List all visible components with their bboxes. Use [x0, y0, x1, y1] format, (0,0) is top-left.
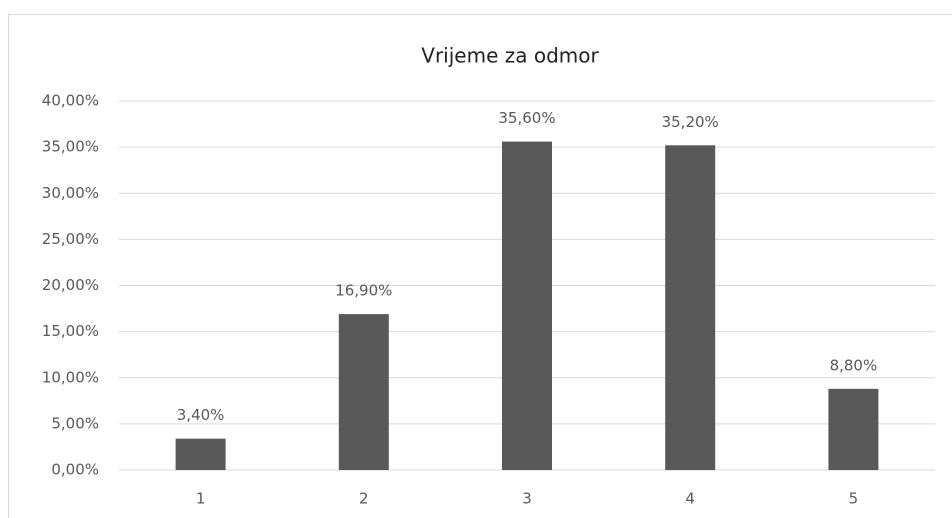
x-tick-label: 1 [196, 490, 206, 508]
y-tick-label: 35,00% [42, 138, 99, 156]
y-tick-label: 20,00% [42, 276, 99, 294]
y-tick-label: 30,00% [42, 184, 99, 202]
data-label: 8,80% [830, 356, 878, 374]
x-tick-label: 5 [849, 490, 859, 508]
x-tick-label: 3 [522, 490, 532, 508]
bar [828, 388, 879, 470]
x-tick-label: 2 [359, 490, 369, 508]
y-tick-label: 25,00% [42, 230, 99, 248]
y-tick-label: 10,00% [42, 368, 99, 386]
chart-title: Vrijeme za odmor [421, 44, 599, 68]
y-tick-label: 0,00% [51, 461, 99, 479]
y-tick-label: 15,00% [42, 322, 99, 340]
bar [502, 141, 552, 470]
bar [665, 145, 716, 470]
data-label: 16,90% [335, 282, 392, 300]
chart-frame [8, 14, 952, 518]
y-tick-label: 40,00% [42, 92, 99, 110]
data-label: 35,20% [662, 113, 719, 131]
bar [338, 314, 389, 470]
data-label: 3,40% [177, 406, 225, 424]
x-tick-label: 4 [685, 490, 695, 508]
bar [175, 438, 226, 470]
data-label: 35,60% [498, 109, 555, 127]
y-tick-label: 5,00% [51, 414, 99, 432]
